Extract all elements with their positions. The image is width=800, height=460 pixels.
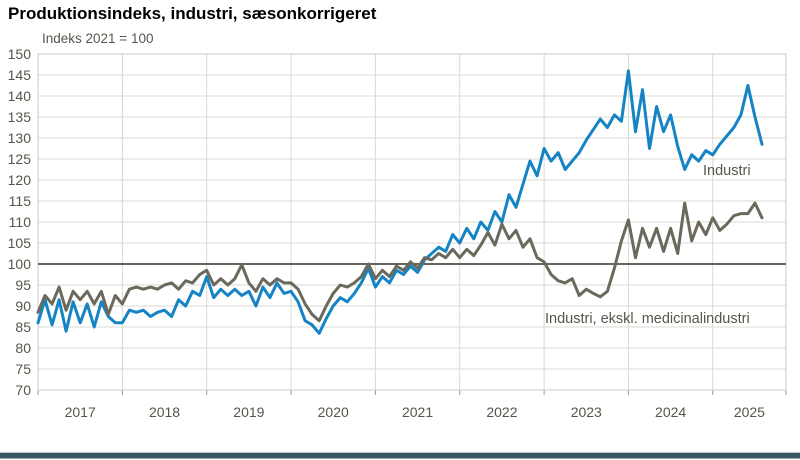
y-axis-tick-label: 100: [8, 256, 32, 272]
y-axis-tick-label: 150: [8, 46, 32, 62]
x-axis-year-label: 2023: [571, 404, 602, 420]
y-axis-tick-label: 85: [15, 319, 31, 335]
y-axis-tick-label: 90: [15, 298, 31, 314]
y-axis-tick-label: 130: [8, 130, 32, 146]
chart-subtitle: Indeks 2021 = 100: [42, 31, 154, 46]
y-axis-tick-label: 75: [15, 361, 31, 377]
y-axis-tick-label: 95: [15, 277, 31, 293]
chart-title: Produktionsindeks, industri, sæsonkorrig…: [8, 4, 377, 23]
x-axis-year-label: 2022: [486, 404, 517, 420]
y-axis-tick-label: 115: [9, 193, 32, 209]
y-axis-tick-label: 120: [8, 172, 32, 188]
x-axis-year-label: 2021: [402, 404, 433, 420]
y-axis-tick-label: 70: [15, 382, 31, 398]
y-axis-tick-label: 80: [15, 340, 31, 356]
footer-divider-bar: [0, 452, 800, 459]
y-axis-tick-label: 110: [9, 214, 32, 230]
y-axis-tick-label: 145: [8, 67, 32, 83]
y-axis-tick-label: 125: [8, 151, 32, 167]
series-label-ekskl-medicinalindustri: Industri, ekskl. medicinalindustri: [545, 311, 750, 327]
x-axis-year-label: 2019: [233, 404, 264, 420]
x-axis-year-label: 2017: [65, 404, 96, 420]
y-axis-tick-label: 140: [8, 88, 32, 104]
x-axis-year-label: 2024: [655, 404, 686, 420]
series-line-ekskl-medicinalindustri: [36, 201, 764, 323]
x-axis-year-label: 2025: [734, 404, 765, 420]
series-line-industri: [36, 69, 764, 335]
series-label-industri: Industri: [703, 163, 751, 179]
y-axis-tick-label: 105: [8, 235, 32, 251]
x-axis-year-label: 2020: [318, 404, 349, 420]
line-chart: 70 75 80 85 90 95 100 105 110 115 120 125 130 135 140 1…: [8, 46, 787, 420]
y-axis-tick-label: 135: [8, 109, 32, 125]
x-axis-year-label: 2018: [149, 404, 180, 420]
